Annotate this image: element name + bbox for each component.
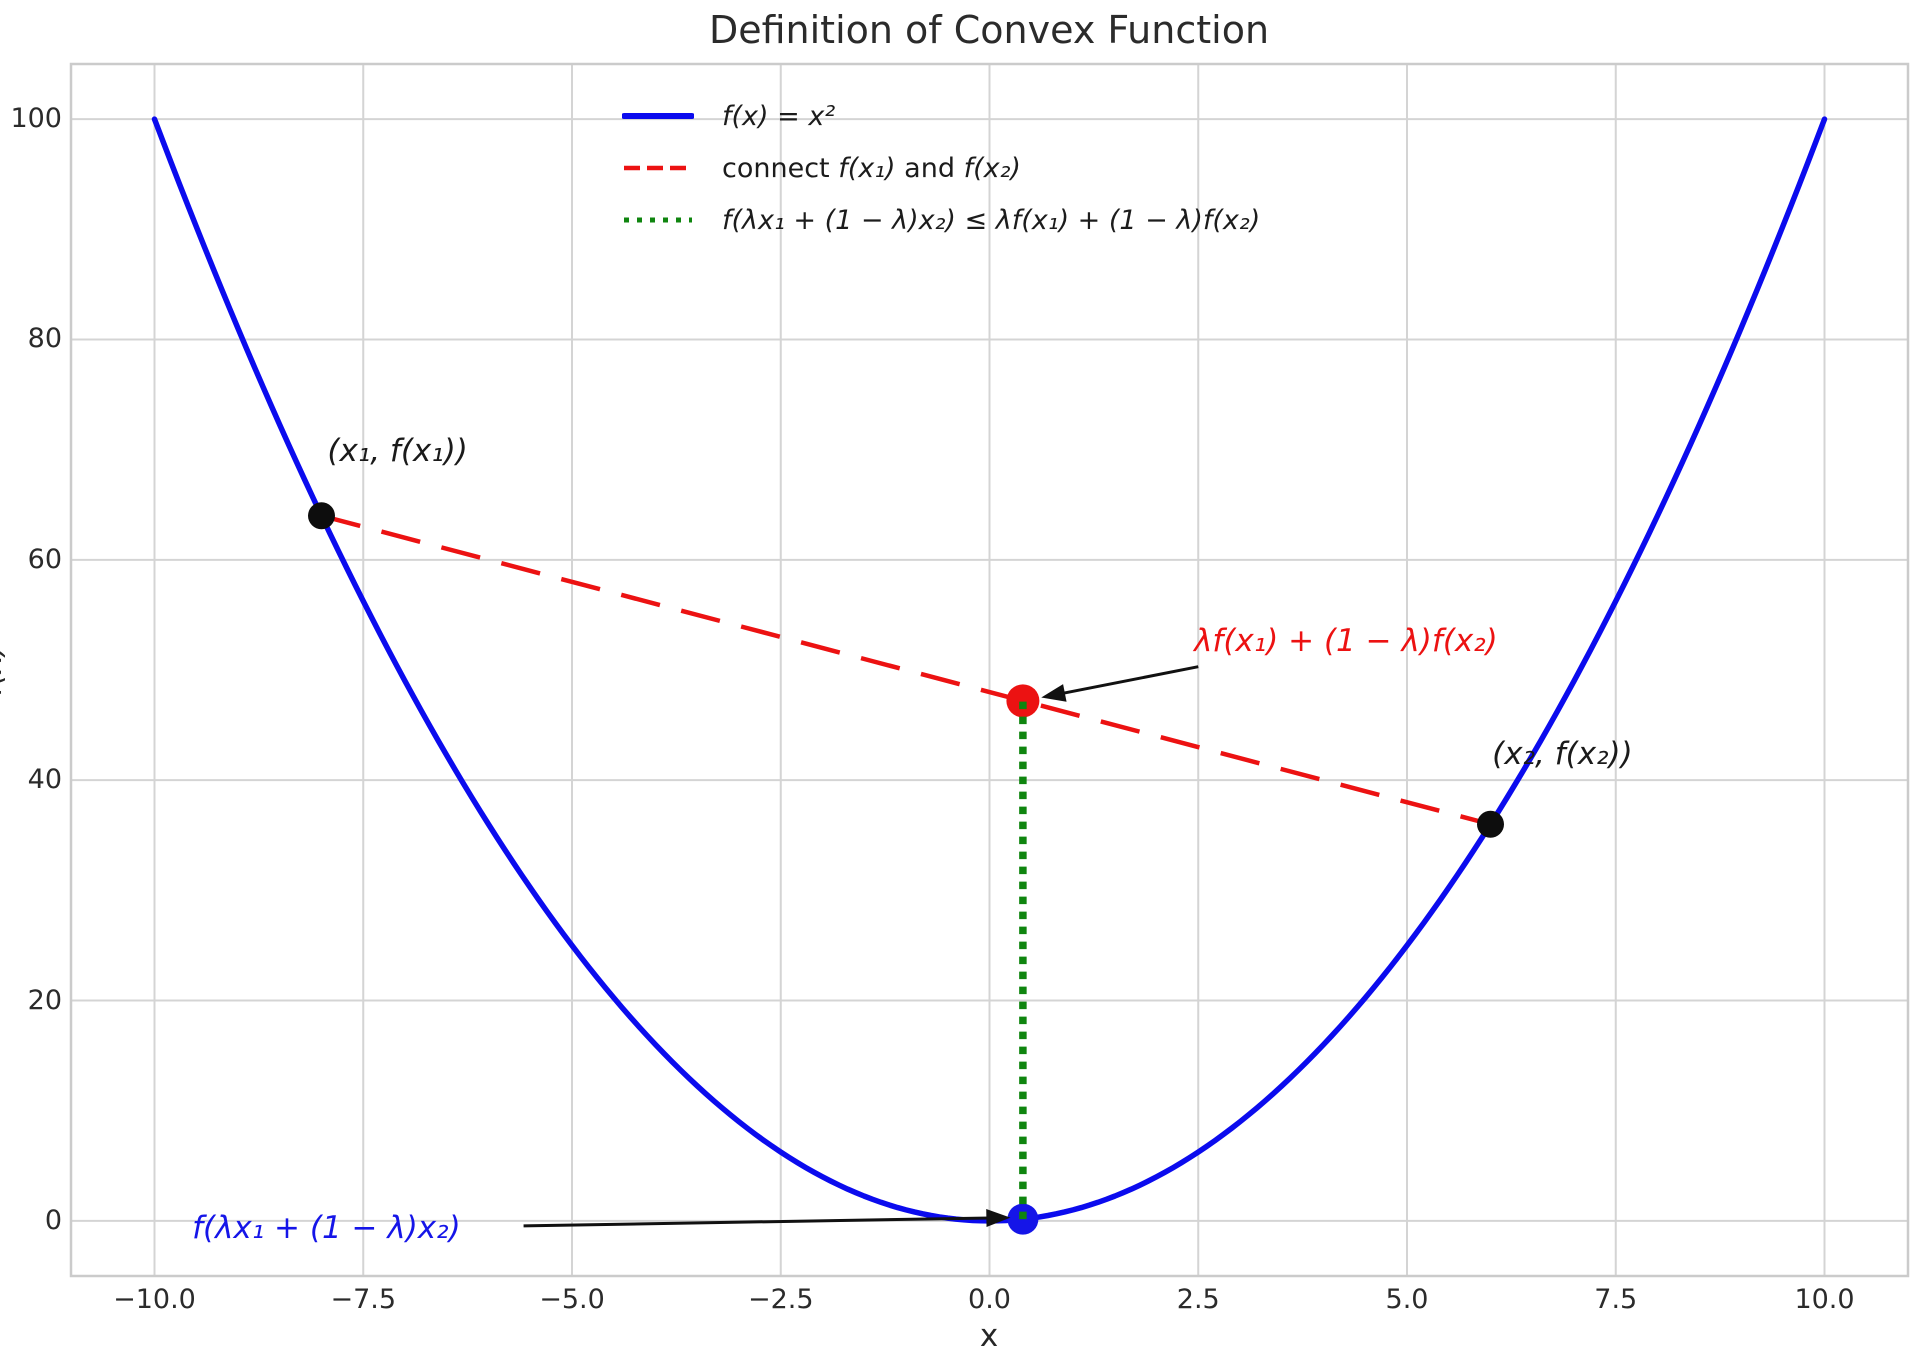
- x-axis-label: x: [979, 1318, 999, 1354]
- plot-spines: [69, 62, 1910, 1278]
- legend-label-segment: and: [895, 152, 964, 184]
- point-x2: [1477, 810, 1504, 838]
- legend: f(x) = x² connect f(x₁) and f(x₂) f(λx₁ + …: [622, 96, 1260, 240]
- y-axis-label: f(x): [0, 644, 9, 696]
- legend-handle-dashed-icon: [624, 165, 692, 171]
- lower-bound-label-arrow-line: [523, 1216, 991, 1228]
- upper-bound-label-arrow-line: [1060, 665, 1199, 696]
- legend-label: connect f(x₁) and f(x₂): [722, 153, 1021, 184]
- legend-label-segment: f(λx₁ + (1 − λ)x₂) ≤ λf(x₁) + (1 − λ)f(x…: [722, 204, 1261, 236]
- legend-label: f(x) = x²: [722, 101, 835, 132]
- point-x1: [308, 502, 335, 530]
- legend-handle-solid-icon: [622, 113, 694, 119]
- upper-bound-label-arrow-head: [1041, 684, 1067, 702]
- lower-bound-label-arrow-head: [986, 1209, 1011, 1228]
- chart-title: Definition of Convex Function: [708, 8, 1270, 52]
- legend-item-1: connect f(x₁) and f(x₂): [622, 148, 1260, 188]
- legend-item-2: f(λx₁ + (1 − λ)x₂) ≤ λf(x₁) + (1 − λ)f(x…: [622, 200, 1260, 240]
- legend-label-segment: f(x₁): [838, 152, 896, 184]
- legend-item-0: f(x) = x²: [622, 96, 1260, 136]
- legend-label-segment: f(x₂): [963, 152, 1021, 184]
- legend-label: f(λx₁ + (1 − λ)x₂) ≤ λf(x₁) + (1 − λ)f(x…: [722, 205, 1260, 236]
- legend-label-segment: f(x) = x²: [722, 100, 836, 132]
- chord-line: [320, 513, 1492, 827]
- point-upper-bound: [1006, 684, 1040, 718]
- legend-label-segment: connect: [722, 152, 839, 184]
- legend-handle-dotted-icon: [624, 217, 692, 223]
